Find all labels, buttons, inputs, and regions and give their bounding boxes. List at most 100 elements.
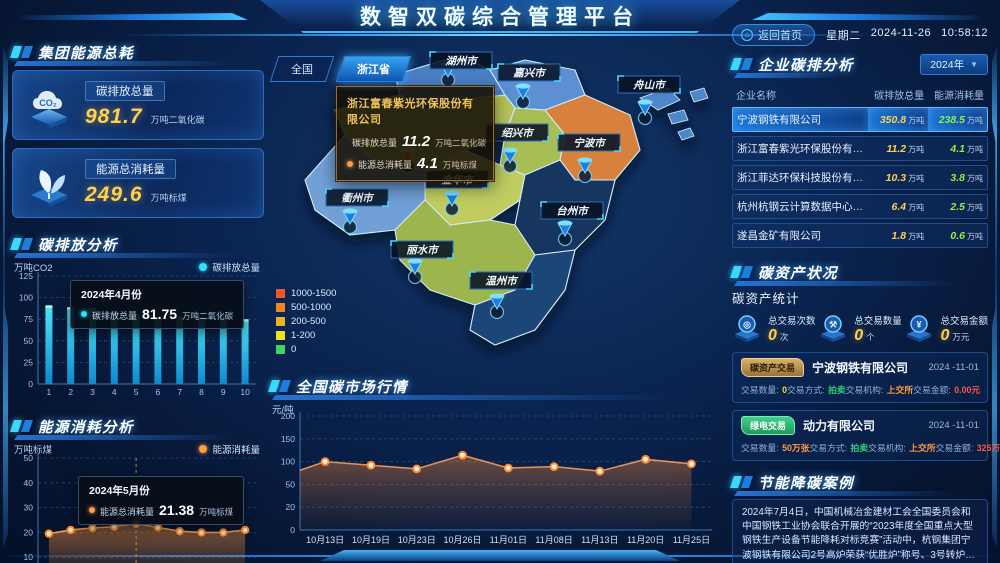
- svg-text:舟山市: 舟山市: [632, 79, 667, 92]
- map-tooltip-row: 能源总消耗量 4.1 万吨标煤: [347, 155, 483, 172]
- emission-value: 6.4 万吨: [868, 194, 929, 219]
- map-island: [677, 127, 695, 141]
- trade-cards: 碳资产交易 宁波钢铁有限公司 2024 -11-01 交易数量: 0 交易方式: …: [732, 352, 1000, 461]
- svg-text:150: 150: [281, 434, 295, 444]
- svg-text:10月23日: 10月23日: [398, 535, 436, 545]
- header-accent-bars: [730, 476, 753, 488]
- weekday: 星期二: [826, 30, 861, 42]
- table-row[interactable]: 宁波钢铁有限公司 350.8 万吨 238.5 万吨: [732, 107, 988, 132]
- svg-text:丽水市: 丽水市: [406, 244, 440, 257]
- section-header-emission-analysis: 碳排放分析: [10, 234, 264, 254]
- page-title: 数智双碳综合管理平台: [360, 5, 640, 29]
- svg-text:5: 5: [134, 387, 139, 397]
- trade-card[interactable]: 碳资产交易 宁波钢铁有限公司 2024 -11-01 交易数量: 0 交易方式: …: [732, 352, 988, 403]
- trade-card[interactable]: 绿电交易 动力有限公司 2024 -11-01 交易数量: 50万张 交易方式: …: [732, 410, 1000, 461]
- money-icon: ¥: [904, 313, 934, 343]
- table-row[interactable]: 遂昌金矿有限公司 1.8 万吨 0.6 万吨: [732, 223, 988, 248]
- section-title: 能源消耗分析: [38, 419, 134, 436]
- legend-dot: [199, 263, 208, 271]
- trade-field: 交易数量: 0: [741, 385, 787, 395]
- tooltip-dot: [81, 311, 87, 317]
- coin-icon: ◎: [732, 313, 762, 343]
- city-label: 嘉兴市: [497, 63, 561, 82]
- svg-text:50: 50: [24, 453, 34, 463]
- city-pin[interactable]: [557, 220, 573, 247]
- svg-text:100: 100: [281, 457, 295, 467]
- title-underline: [120, 34, 880, 36]
- trade-field: 交易方式: 拍卖: [809, 443, 869, 453]
- year-filter-dropdown[interactable]: 2024年 ▼: [920, 54, 988, 75]
- leaf-icon: [23, 157, 75, 209]
- trade-date: 2024 -11-01: [928, 362, 979, 373]
- map-tab-inactive[interactable]: 全国: [269, 56, 335, 82]
- city-pin[interactable]: [515, 83, 531, 110]
- tooltip-value: 81.75: [142, 306, 178, 322]
- svg-text:50: 50: [286, 479, 296, 489]
- svg-text:4: 4: [112, 387, 117, 397]
- title-wing-right: [752, 13, 982, 20]
- city-label: 舟山市: [617, 75, 681, 94]
- emission-bar-chart: 万吨CO2 碳排放总量 0 25 50 75 100 125 1 2 3 4 5 6 7 8 9 10 202…: [12, 260, 264, 402]
- table-row[interactable]: 浙江菲达环保科技股份有限公 10.3 万吨 3.8 万吨: [732, 165, 988, 190]
- svg-text:10: 10: [24, 552, 34, 562]
- section-title: 全国碳市场行情: [296, 379, 408, 396]
- map-tooltip: 浙江富春紫光环保股份有限公司 碳排放总量 11.2 万吨二氧化碳 能源总消耗量 4.1 万…: [336, 86, 494, 181]
- footer-center-decoration: [320, 550, 680, 561]
- table-row[interactable]: 浙江富春紫光环保股份有限公司 11.2万吨 4.1万吨: [732, 136, 988, 161]
- energy-value: 0.6 万吨: [928, 223, 988, 248]
- map-tabs: 全国 浙江省: [269, 56, 412, 82]
- tooltip-series: 碳排放总量: [92, 311, 138, 321]
- trade-field: 交易金额: 325万元: [935, 443, 1000, 453]
- stat-unit: 次: [779, 332, 789, 342]
- time: 10:58:12: [941, 27, 988, 39]
- header-accent-bars: [730, 266, 753, 278]
- city-pin[interactable]: [502, 147, 518, 174]
- chevron-down-icon: ▼: [970, 60, 978, 69]
- svg-text:11月08日: 11月08日: [535, 535, 572, 545]
- chart-legend: 能源消耗量: [199, 442, 260, 456]
- section-header-carbon-assets: 碳资产状况: [730, 262, 988, 282]
- stat-value: 0: [768, 327, 777, 344]
- right-column: ⌂ 返回首页 星期二 2024-11-26 10:58:12 企业碳排分析 20…: [730, 24, 1000, 563]
- tooltip-series: 能源总消耗量: [100, 507, 155, 517]
- section-header-cases: 节能降碳案例: [730, 472, 988, 492]
- map-island: [667, 109, 689, 125]
- summary-card-value: 981.7: [85, 105, 143, 128]
- trade-company: 动力有限公司: [803, 419, 876, 433]
- emission-value: 11.2 万吨: [868, 136, 929, 161]
- line-chart-canvas: 0 20 50 100 150 200 10月13日 10月19日 10月23日 10月26日 11…: [270, 402, 728, 552]
- svg-text:40: 40: [24, 478, 34, 488]
- city-label: 台州市: [540, 201, 604, 220]
- case-item[interactable]: 2024年7月4日，中国机械冶金建材工会全国委员会和中国钢铁工业协会联合开展的“…: [732, 499, 988, 563]
- co2-cloud-icon: CO₂: [23, 79, 75, 131]
- trade-tag: 绿电交易: [741, 416, 796, 435]
- table-row[interactable]: 杭州杭钢云计算数据中心有限公司 6.4万吨 2.5万吨: [732, 194, 988, 219]
- city-pin[interactable]: [407, 258, 423, 285]
- map-island: [689, 87, 709, 103]
- tooltip-value: 21.38: [159, 502, 195, 518]
- map-legend-item: 0: [276, 344, 336, 355]
- summary-card-label: 碳排放总量: [85, 81, 165, 101]
- svg-text:10月19日: 10月19日: [352, 535, 390, 545]
- year-filter-value: 2024年: [930, 59, 965, 71]
- svg-text:11月25日: 11月25日: [673, 535, 710, 545]
- svg-text:11月13日: 11月13日: [581, 535, 618, 545]
- trade-company: 宁波钢铁有限公司: [812, 361, 909, 375]
- enterprise-section-head: 企业碳排分析 2024年 ▼: [730, 54, 988, 80]
- stat-unit: 个: [866, 332, 875, 342]
- city-label: 丽水市: [390, 240, 454, 259]
- title-wing-left: [18, 13, 248, 20]
- svg-text:30: 30: [24, 503, 34, 513]
- city-pin[interactable]: [444, 190, 460, 217]
- stat-label: 总交易金额: [940, 316, 988, 327]
- svg-text:7: 7: [177, 387, 182, 397]
- y-axis-label: 元/吨: [272, 405, 294, 416]
- city-pin[interactable]: [489, 293, 505, 320]
- city-pin[interactable]: [342, 208, 358, 235]
- city-pin[interactable]: [637, 99, 653, 126]
- energy-value: 4.1 万吨: [928, 136, 988, 161]
- city-pin[interactable]: [577, 157, 593, 184]
- emission-value: 350.8 万吨: [868, 107, 929, 132]
- map-tab-active[interactable]: 浙江省: [335, 56, 412, 82]
